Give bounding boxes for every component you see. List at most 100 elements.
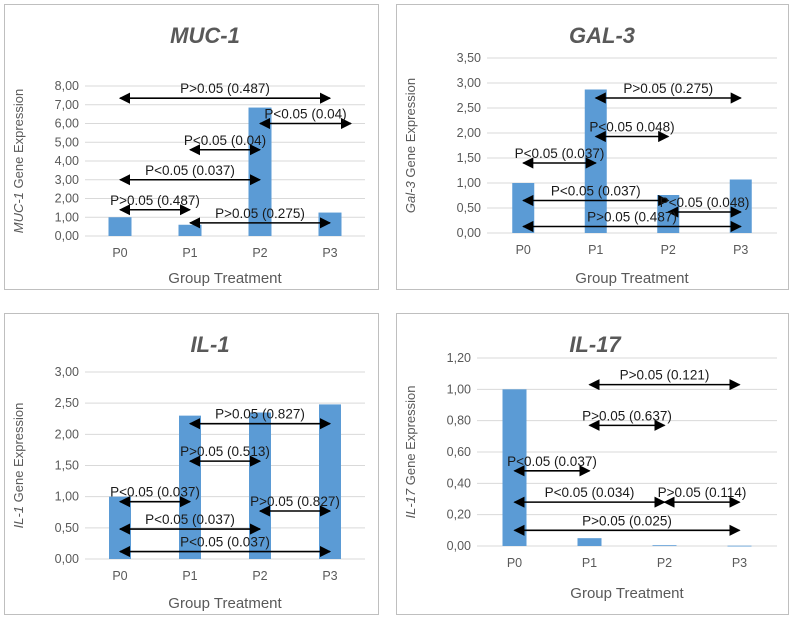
chart-svg: IL-17 0,00 0,20 0,40 0,60 0,80 1,00 1,20 P0 P1 P2 P… xyxy=(403,332,777,602)
bar-p3 xyxy=(318,212,342,236)
x-tick-label: P0 xyxy=(112,569,127,583)
significance-label: P>0.05 (0.827) xyxy=(215,407,305,422)
y-tick-label: 0,50 xyxy=(457,201,481,215)
x-tick-label: P0 xyxy=(507,556,522,570)
bar-p2 xyxy=(249,412,271,559)
y-tick-label: 0,80 xyxy=(447,414,471,428)
significance-label: P<0.05 (0.04) xyxy=(264,107,346,122)
x-axis-label: Group Treatment xyxy=(168,270,282,287)
y-tick-label: 0,60 xyxy=(447,445,471,459)
y-tick-label: 2,00 xyxy=(55,192,79,206)
chart-svg: IL-1 0,00 0,50 1,00 1,50 2,00 2,50 3,00 P0 P1 P2 P3… xyxy=(11,332,365,612)
y-tick-label: 0,00 xyxy=(457,226,481,240)
significance-label: P>0.05 (0.487) xyxy=(587,210,677,225)
significance-label: P>0.05 (0.637) xyxy=(582,408,672,423)
significance-label: P>0.05 (0.275) xyxy=(623,81,713,96)
chart-title: MUC-1 xyxy=(170,23,240,48)
bar-p1 xyxy=(577,538,602,546)
y-tick-label: 1,00 xyxy=(55,490,79,504)
bar-p3 xyxy=(319,404,341,559)
significance-label: P>0.05 (0.487) xyxy=(180,81,270,96)
significance-label: P>0.05 (0.487) xyxy=(110,193,200,208)
chart-svg: GAL-3 0,00 0,50 1,00 1,50 2,00 2,50 3,00 3,50 P0 P… xyxy=(403,23,777,287)
x-axis-label: Group Treatment xyxy=(570,585,684,602)
y-tick-label: 0,40 xyxy=(447,476,471,490)
y-axis-label: MUC-1 Gene Expression xyxy=(11,89,26,234)
bar-p2 xyxy=(652,545,677,547)
chart-panel-il17: IL-17 0,00 0,20 0,40 0,60 0,80 1,00 1,20 P0 P1 P2 P… xyxy=(396,313,789,615)
y-tick-label: 0,50 xyxy=(55,521,79,535)
x-tick-label: P1 xyxy=(582,556,597,570)
y-axis-label: IL-1 Gene Expression xyxy=(11,403,26,529)
x-tick-label: P1 xyxy=(182,569,197,583)
y-tick-label: 7,00 xyxy=(55,98,79,112)
chart-panel-gal3: GAL-3 0,00 0,50 1,00 1,50 2,00 2,50 3,00 3,50 P0 P… xyxy=(396,4,789,290)
y-tick-label: 0,00 xyxy=(447,539,471,553)
y-tick-label: 2,50 xyxy=(457,101,481,115)
y-tick-label: 3,50 xyxy=(457,51,481,65)
y-tick-label: 0,00 xyxy=(55,229,79,243)
bar-p0 xyxy=(109,496,131,559)
significance-label: P<0.05 (0.037) xyxy=(180,535,270,550)
significance-label: P<0.05 (0.048) xyxy=(660,195,750,210)
x-tick-label: P1 xyxy=(182,246,197,260)
y-tick-label: 6,00 xyxy=(55,117,79,131)
y-tick-label: 0,00 xyxy=(55,552,79,566)
chart-title: IL-1 xyxy=(190,332,229,357)
y-tick-label: 2,50 xyxy=(55,396,79,410)
y-tick-label: 3,00 xyxy=(55,365,79,379)
bar-p1 xyxy=(179,415,201,559)
y-tick-label: 0,20 xyxy=(447,508,471,522)
significance-label: P<0.05 (0.037) xyxy=(551,184,641,199)
significance-label: P<0.05 (0.037) xyxy=(145,163,235,178)
y-tick-label: 5,00 xyxy=(55,135,79,149)
bar-p0 xyxy=(108,217,132,236)
bar-p2 xyxy=(248,107,272,236)
y-tick-label: 1,00 xyxy=(457,176,481,190)
significance-label: P<0.05 0.048) xyxy=(589,120,674,135)
bar-p0 xyxy=(512,183,535,233)
y-tick-label: 1,00 xyxy=(447,382,471,396)
significance-label: P>0.05 (0.025) xyxy=(582,513,672,528)
x-tick-label: P2 xyxy=(661,243,676,257)
x-tick-label: P3 xyxy=(733,243,748,257)
y-tick-label: 4,00 xyxy=(55,154,79,168)
x-tick-label: P2 xyxy=(252,246,267,260)
y-tick-label: 1,20 xyxy=(447,351,471,365)
x-axis-label: Group Treatment xyxy=(575,270,689,287)
y-tick-label: 2,00 xyxy=(457,126,481,140)
bar-p3 xyxy=(727,545,752,547)
y-tick-label: 1,50 xyxy=(55,459,79,473)
x-tick-label: P3 xyxy=(322,246,337,260)
significance-label: P>0.05 (0.827) xyxy=(250,494,340,509)
x-axis-label: Group Treatment xyxy=(168,595,282,612)
x-tick-label: P3 xyxy=(732,556,747,570)
y-tick-label: 2,00 xyxy=(55,427,79,441)
significance-label: P>0.05 (0.114) xyxy=(658,485,747,500)
y-tick-label: 8,00 xyxy=(55,79,79,93)
significance-label: P>0.05 (0.121) xyxy=(620,368,710,383)
y-tick-label: 1,50 xyxy=(457,151,481,165)
significance-label: P<0.05 (0.037) xyxy=(145,512,235,527)
y-tick-label: 1,00 xyxy=(55,210,79,224)
chart-panel-il1: IL-1 0,00 0,50 1,00 1,50 2,00 2,50 3,00 P0 P1 P2 P3… xyxy=(4,313,379,615)
x-tick-label: P2 xyxy=(252,569,267,583)
significance-label: P>0.05 (0.275) xyxy=(215,206,305,221)
chart-title: GAL-3 xyxy=(569,23,635,48)
x-tick-label: P2 xyxy=(657,556,672,570)
y-tick-label: 3,00 xyxy=(457,76,481,90)
x-tick-label: P1 xyxy=(588,243,603,257)
significance-label: P<0.05 (0.037) xyxy=(507,454,597,469)
significance-label: P<0.05 (0.034) xyxy=(545,485,635,500)
bar-p3 xyxy=(729,179,752,233)
significance-label: P>0.05 (0.513) xyxy=(180,444,270,459)
significance-label: P<0.05 (0.04) xyxy=(184,133,266,148)
y-axis-label: IL-17 Gene Expression xyxy=(403,386,418,519)
x-tick-label: P3 xyxy=(322,569,337,583)
chart-title: IL-17 xyxy=(569,332,622,357)
significance-label: P<0.05 (0.037) xyxy=(515,146,605,161)
y-tick-label: 3,00 xyxy=(55,173,79,187)
x-tick-label: P0 xyxy=(112,246,127,260)
chart-panel-muc1: MUC-1 0,00 1,00 2,00 3,00 4,00 5,00 6,00 7,00 8,0… xyxy=(4,4,379,290)
bar-p1 xyxy=(178,224,202,236)
